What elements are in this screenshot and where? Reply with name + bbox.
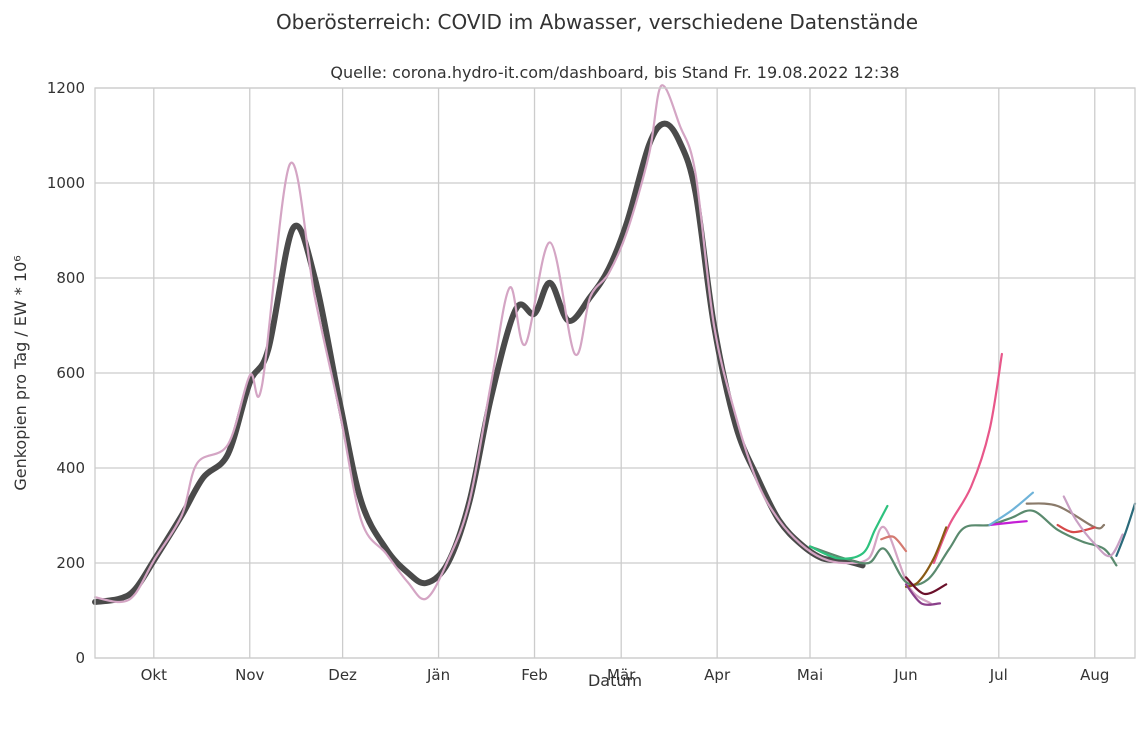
x-tick-label: Mai	[797, 666, 823, 684]
chart-subtitle: Quelle: corona.hydro-it.com/dashboard, b…	[330, 63, 899, 82]
series-group	[92, 84, 1137, 606]
series-line-11	[1025, 502, 1106, 530]
y-tick-label: 400	[56, 459, 85, 477]
y-tick-label: 1200	[47, 79, 85, 97]
series-line-3	[808, 504, 889, 560]
series-line-9	[988, 520, 1028, 527]
y-tick-label: 1000	[47, 174, 85, 192]
x-tick-label: Apr	[704, 666, 731, 684]
y-tick-label: 800	[56, 269, 85, 287]
series-line-14	[1115, 502, 1137, 557]
x-tick-label: Jul	[989, 666, 1008, 684]
y-tick-label: 200	[56, 554, 85, 572]
x-tick-label: Jän	[426, 666, 450, 684]
series-line-4	[932, 352, 1003, 565]
x-tick-label: Aug	[1080, 666, 1109, 684]
y-tick-label: 0	[75, 649, 85, 667]
plot-frame	[94, 87, 1136, 659]
x-tick-label: Feb	[521, 666, 548, 684]
series-line-6	[904, 576, 948, 596]
series-line-7	[880, 535, 908, 553]
x-tick-label: Mär	[607, 666, 636, 684]
x-tick-label: Dez	[328, 666, 357, 684]
series-line-1	[93, 84, 932, 605]
series-line-0	[92, 120, 866, 605]
chart-title: Oberösterreich: COVID im Abwasser, versc…	[276, 10, 918, 34]
y-axis-label: Genkopien pro Tag / EW * 10⁶	[11, 255, 30, 490]
series-line-2	[808, 509, 1118, 587]
series-line-13	[1062, 495, 1124, 558]
series-line-5	[904, 526, 948, 588]
y-tick-label: 600	[56, 364, 85, 382]
x-tick-label: Okt	[141, 666, 167, 684]
tick-labels: Okt Nov Dez Jän Feb Mär Apr Mai Jun Jul Aug 0 200 400…	[47, 79, 1110, 684]
series-line-8	[904, 583, 942, 606]
x-axis-label: Datum	[588, 671, 642, 690]
grid-lines	[95, 87, 1135, 659]
x-tick-label: Nov	[235, 666, 264, 684]
series-line-10	[988, 491, 1034, 527]
x-tick-label: Jun	[893, 666, 917, 684]
series-line-12	[1056, 523, 1096, 534]
